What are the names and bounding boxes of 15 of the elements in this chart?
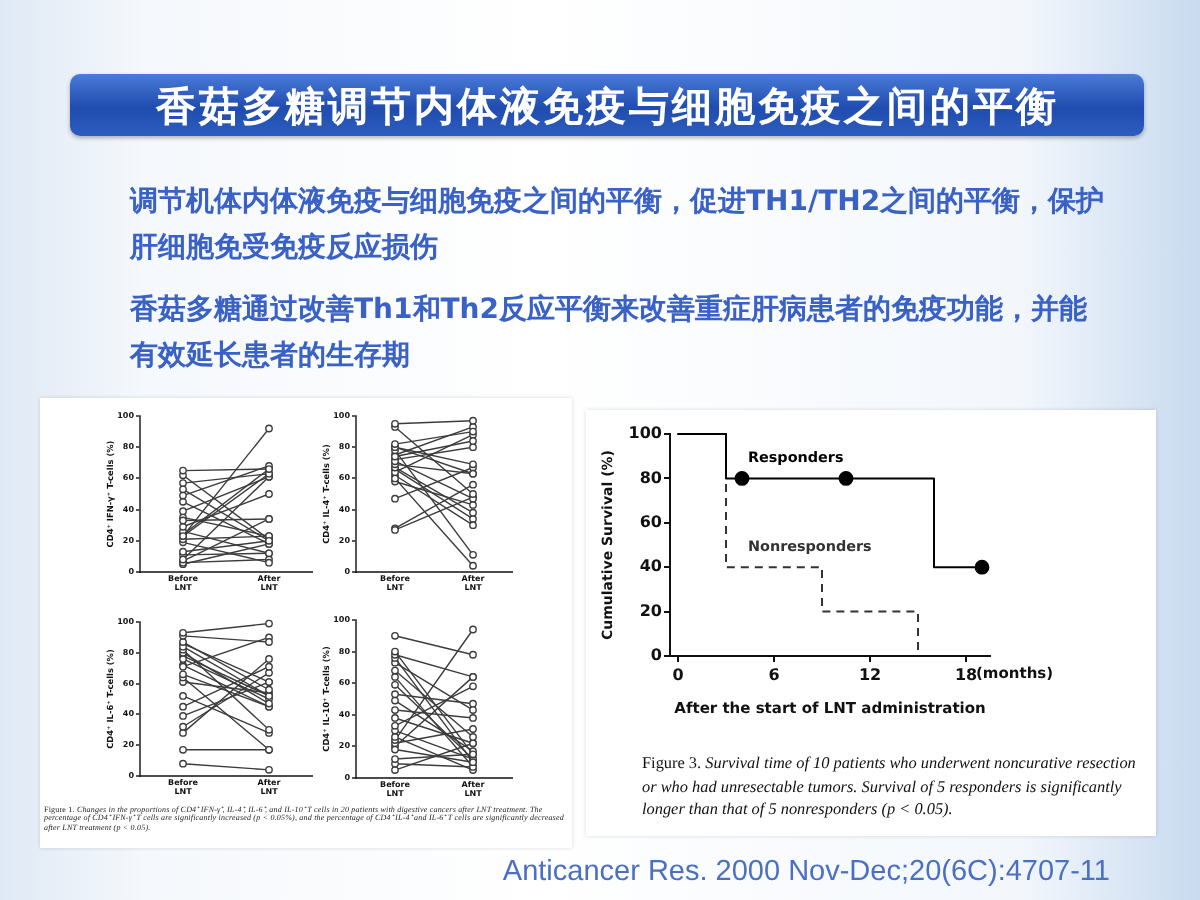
- text: 香菇多糖调节内体液免疫与细胞免疫之间的平衡: [155, 81, 1059, 129]
- y-tick-label: 100: [628, 424, 663, 443]
- text: 香菇多糖通过改善Th1和Th2反应平衡来改善重症肝病患者的免疫功能，并能有效延长患者的生存期: [130, 291, 1090, 375]
- x-tick-label: 0: [672, 665, 685, 684]
- text: 调节机体内体液免疫与细胞免疫之间的平衡，促进TH1/TH2之间的平衡，保护肝细胞免受免疫反应损伤: [130, 183, 1107, 267]
- y-tick-label: 20: [639, 601, 663, 620]
- y-tick-label: 60: [639, 512, 663, 531]
- text: Anticancer Res. 2000 Nov-Dec;20(6C):4707-11: [502, 856, 1110, 890]
- x-tick-label: 18: [954, 665, 978, 684]
- caption: Figure 3. Survival time of 10 patients who underwent noncurative resection or who had unresectable tumors. Survival of 5 responders is significantly longer than that of 5 nonresponders (p < 0.05).: [642, 754, 1136, 819]
- x-tick-label: 12: [858, 665, 882, 684]
- y-tick-label: 0: [650, 646, 663, 665]
- y-tick-label: 80: [639, 468, 663, 487]
- x-tick-label: 6: [768, 665, 781, 684]
- y-tick-label: 40: [639, 557, 663, 576]
